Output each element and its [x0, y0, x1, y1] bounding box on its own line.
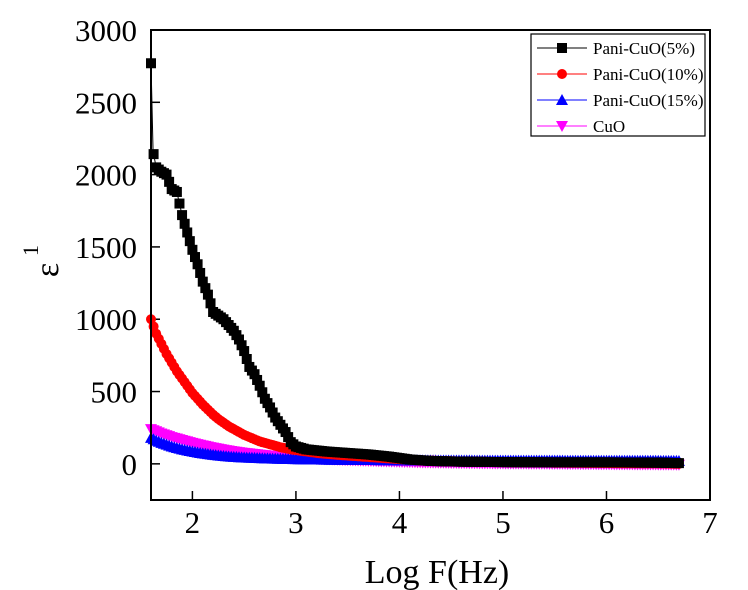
y-tick-label: 1500 — [75, 230, 137, 265]
x-tick-label: 6 — [599, 505, 615, 540]
data-point — [283, 432, 294, 443]
data-point — [164, 176, 175, 187]
x-axis-title: Log F(Hz) — [365, 554, 509, 590]
data-point — [200, 283, 211, 294]
legend-label: Pani-CuO(5%) — [593, 39, 695, 58]
data-point — [184, 236, 195, 247]
x-tick-label: 7 — [702, 505, 718, 540]
y-tick-label: 0 — [122, 447, 138, 482]
data-point — [161, 169, 172, 180]
data-point — [673, 458, 684, 469]
data-point — [187, 244, 198, 255]
legend-label: Pani-CuO(10%) — [593, 65, 703, 84]
data-point — [195, 267, 206, 278]
data-point — [557, 43, 567, 53]
data-point — [557, 69, 567, 79]
data-point — [197, 276, 208, 287]
data-point — [236, 340, 247, 351]
data-point — [189, 252, 200, 263]
y-tick-label: 500 — [91, 375, 138, 410]
data-point — [202, 289, 213, 300]
x-tick-label: 3 — [288, 505, 304, 540]
data-point — [171, 186, 182, 197]
legend: Pani-CuO(5%) Pani-CuO(10%) Pani-CuO(15%) Cu… — [530, 33, 706, 137]
y-tick-label: 1000 — [75, 302, 137, 337]
y-axis-title-symbol: ε — [29, 263, 66, 277]
data-point — [265, 402, 276, 413]
y-axis-title: ε 1 — [18, 245, 66, 277]
x-tick-label: 2 — [185, 505, 201, 540]
data-point — [556, 94, 568, 105]
data-point — [205, 298, 216, 309]
y-tick-label: 2500 — [75, 85, 137, 120]
data-point — [257, 387, 268, 398]
data-point — [556, 121, 568, 132]
legend-label: CuO — [593, 117, 625, 136]
data-point — [252, 374, 263, 385]
data-point — [241, 354, 252, 364]
x-tick-label: 4 — [392, 505, 408, 540]
plot-frame — [150, 29, 711, 501]
data-point — [267, 407, 278, 418]
data-point — [239, 346, 250, 357]
data-point — [182, 227, 193, 238]
data-point — [249, 369, 260, 380]
data-point — [174, 198, 185, 209]
data-point — [280, 427, 291, 438]
data-point — [233, 334, 244, 345]
y-tick-label: 3000 — [75, 13, 137, 48]
y-tick-label: 2000 — [75, 158, 137, 193]
y-axis-title-superscript: 1 — [18, 245, 43, 256]
x-tick-label: 5 — [495, 505, 511, 540]
data-point — [179, 218, 190, 229]
data-point — [177, 210, 188, 221]
data-point — [148, 149, 159, 160]
ticks-layer: 2 3 4 5 6 7 0 500 1000 1500 2000 2500 3000 — [75, 13, 718, 540]
data-point — [192, 259, 203, 270]
series-layer — [145, 58, 685, 471]
legend-label: Pani-CuO(15%) — [593, 91, 703, 110]
series-0 — [146, 58, 684, 469]
data-point — [254, 380, 265, 391]
